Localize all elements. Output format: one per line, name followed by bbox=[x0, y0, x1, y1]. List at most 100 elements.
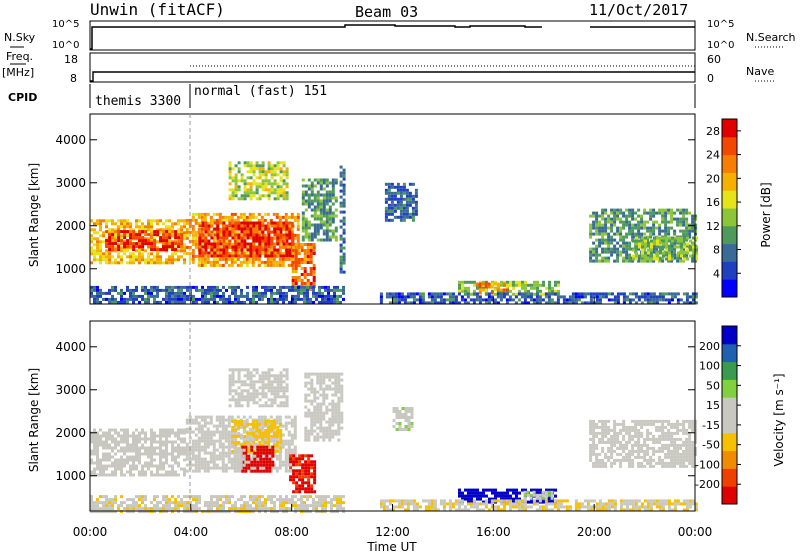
data-cell bbox=[267, 389, 271, 393]
data-cell bbox=[680, 251, 683, 255]
data-cell bbox=[664, 232, 668, 236]
data-cell bbox=[264, 251, 268, 255]
data-cell bbox=[249, 224, 253, 228]
data-cell bbox=[150, 437, 153, 441]
data-cell bbox=[231, 300, 234, 304]
data-cell bbox=[316, 435, 320, 439]
data-cell bbox=[144, 242, 148, 246]
colorbar-tick-label: 20 bbox=[706, 172, 720, 185]
data-cell bbox=[203, 233, 207, 237]
data-cell bbox=[273, 170, 277, 174]
data-cell bbox=[304, 396, 308, 400]
data-cell bbox=[221, 421, 225, 425]
data-cell bbox=[319, 202, 323, 206]
data-cell bbox=[688, 229, 692, 233]
data-cell bbox=[653, 239, 656, 243]
data-cell bbox=[322, 214, 326, 218]
data-cell bbox=[677, 245, 680, 249]
data-cell bbox=[303, 252, 307, 255]
data-cell bbox=[191, 463, 195, 467]
data-cell bbox=[258, 386, 262, 390]
data-cell bbox=[216, 248, 220, 252]
data-cell bbox=[287, 430, 291, 434]
data-cell bbox=[243, 294, 246, 298]
data-cell bbox=[177, 464, 180, 468]
data-cell bbox=[117, 300, 120, 304]
data-cell bbox=[153, 297, 156, 301]
data-cell bbox=[252, 182, 256, 186]
data-cell bbox=[460, 298, 464, 302]
data-cell bbox=[601, 241, 605, 245]
data-cell bbox=[165, 470, 168, 474]
data-cell bbox=[394, 292, 398, 296]
data-cell bbox=[117, 467, 120, 471]
data-cell bbox=[342, 297, 345, 301]
data-cell bbox=[246, 182, 250, 186]
data-cell bbox=[111, 437, 114, 441]
data-cell bbox=[252, 422, 256, 426]
data-cell bbox=[171, 230, 175, 234]
data-cell bbox=[634, 226, 638, 230]
data-cell bbox=[254, 257, 258, 261]
data-cell bbox=[243, 197, 247, 201]
data-cell bbox=[554, 280, 557, 284]
data-cell bbox=[144, 225, 147, 229]
data-cell bbox=[230, 460, 234, 464]
data-cell bbox=[198, 254, 202, 258]
data-cell bbox=[281, 251, 285, 255]
data-cell bbox=[292, 469, 296, 473]
data-cell bbox=[253, 463, 257, 467]
data-cell bbox=[408, 215, 412, 219]
data-cell bbox=[321, 285, 324, 289]
data-cell bbox=[278, 248, 282, 252]
data-cell bbox=[90, 252, 93, 256]
data-cell bbox=[331, 399, 335, 403]
data-cell bbox=[312, 273, 316, 276]
data-cell bbox=[285, 236, 289, 240]
data-cell bbox=[276, 443, 280, 447]
data-cell bbox=[198, 251, 202, 255]
data-cell bbox=[472, 292, 476, 296]
data-cell bbox=[664, 220, 668, 224]
data-cell bbox=[99, 225, 102, 229]
data-cell bbox=[207, 291, 210, 295]
data-cell bbox=[191, 445, 195, 449]
data-cell bbox=[126, 255, 129, 259]
data-cell bbox=[165, 437, 168, 441]
data-cell bbox=[322, 187, 326, 191]
data-cell bbox=[601, 247, 605, 251]
data-cell bbox=[138, 239, 142, 243]
data-cell bbox=[150, 222, 153, 226]
data-cell bbox=[398, 413, 402, 416]
data-cell bbox=[334, 375, 338, 379]
data-cell bbox=[215, 418, 219, 422]
data-cell bbox=[129, 261, 132, 265]
data-cell bbox=[191, 257, 195, 261]
data-cell bbox=[310, 411, 314, 415]
data-cell bbox=[390, 218, 394, 222]
data-cell bbox=[246, 191, 250, 195]
data-cell bbox=[114, 261, 117, 265]
data-cell bbox=[105, 452, 108, 456]
data-cell bbox=[102, 443, 105, 447]
data-cell bbox=[162, 467, 165, 471]
data-cell bbox=[239, 448, 243, 452]
data-cell bbox=[511, 298, 515, 302]
data-cell bbox=[289, 466, 293, 470]
data-cell bbox=[322, 202, 326, 206]
data-cell bbox=[105, 434, 108, 438]
data-cell bbox=[135, 245, 139, 249]
data-cell bbox=[454, 295, 458, 299]
data-cell bbox=[273, 191, 277, 195]
data-cell bbox=[264, 248, 268, 252]
data-cell bbox=[240, 227, 244, 231]
data-cell bbox=[319, 208, 323, 212]
data-cell bbox=[464, 497, 467, 501]
data-cell bbox=[398, 428, 402, 431]
data-cell bbox=[604, 256, 608, 260]
data-cell bbox=[243, 434, 247, 438]
data-cell bbox=[384, 212, 388, 216]
data-cell bbox=[209, 433, 213, 437]
data-cell bbox=[135, 467, 138, 471]
